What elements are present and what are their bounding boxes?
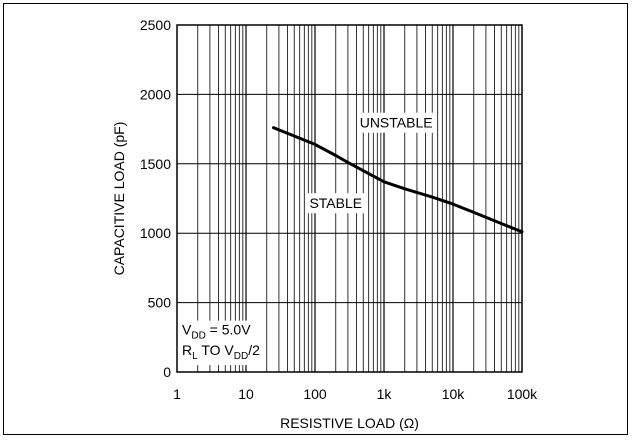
chart-frame <box>3 3 628 435</box>
y-tick-labels: 0 500 1000 1500 2000 2500 <box>140 17 171 380</box>
x-tick-label: 1 <box>173 386 181 402</box>
y-tick-label: 1000 <box>140 225 171 241</box>
data-series <box>272 126 524 234</box>
x-tick-label: 1k <box>377 386 393 402</box>
y-tick-label: 1500 <box>140 156 171 172</box>
condition-line: RL TO VDD/2 <box>182 342 260 362</box>
region-labels: UNSTABLE STABLE <box>305 112 436 214</box>
x-tick-label: 100k <box>507 386 538 402</box>
y-axis-label: CAPACITIVE LOAD (pF) <box>111 122 127 276</box>
y-tick-label: 2500 <box>140 17 171 33</box>
x-axis-label: RESISTIVE LOAD (Ω) <box>280 415 419 431</box>
region-label-bg <box>305 193 366 214</box>
y-tick-label: 0 <box>163 364 171 380</box>
conditions-bg <box>179 320 259 366</box>
y-tick-label: 2000 <box>140 86 171 102</box>
region-label: UNSTABLE <box>360 115 433 131</box>
condition-line: VDD = 5.0V <box>182 321 251 341</box>
plot-area-border <box>176 24 523 373</box>
region-label: STABLE <box>309 195 362 211</box>
x-tick-label: 10 <box>238 386 254 402</box>
region-label-bg <box>357 112 436 133</box>
y-tick-label: 500 <box>148 295 172 311</box>
series-line <box>272 126 524 234</box>
x-tick-labels: 1 10 100 1k 10k 100k <box>173 386 538 402</box>
x-tick-label: 10k <box>442 386 466 402</box>
x-tick-label: 100 <box>303 386 327 402</box>
